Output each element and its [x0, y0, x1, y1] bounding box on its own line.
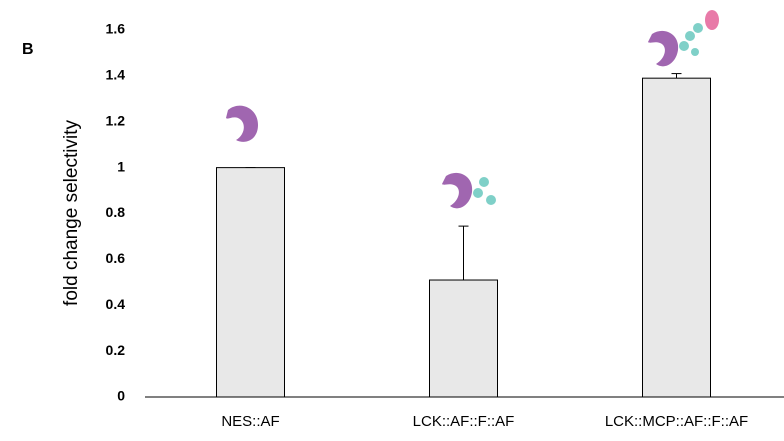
page: B fold change selectivity 0 0.2 0.4 0.6 0.8 1…	[0, 0, 784, 441]
x-tick-label: NES::AF	[221, 413, 279, 430]
x-tick-label: LCK::AF::F::AF	[413, 413, 515, 430]
y-tick-label: 1	[117, 158, 125, 174]
y-tick-label: 1.4	[106, 67, 126, 83]
icon	[685, 31, 695, 41]
icon	[691, 48, 699, 56]
icon	[693, 23, 703, 33]
icon	[705, 10, 719, 30]
chart: B fold change selectivity 0 0.2 0.4 0.6 0.8 1…	[0, 0, 784, 441]
x-tick-label: LCK::MCP::AF::F::AF	[605, 413, 748, 430]
icon	[648, 31, 678, 66]
y-tick-label: 1.2	[106, 112, 126, 128]
bar	[643, 78, 711, 397]
icon	[473, 188, 483, 198]
y-tick-label: 0.2	[106, 342, 126, 358]
bar	[217, 168, 285, 397]
y-tick-label: 0.4	[106, 296, 126, 312]
y-tick-label: 0	[117, 388, 125, 404]
y-axis-label: fold change selectivity	[61, 120, 82, 306]
icon	[442, 173, 472, 208]
bar	[430, 280, 498, 397]
y-tick-label: 0.8	[106, 204, 126, 220]
icon-nes	[226, 106, 258, 142]
icon-lck-mcp	[648, 10, 719, 66]
icon	[486, 195, 496, 205]
icon	[679, 41, 689, 51]
panel-label: B	[22, 41, 34, 58]
icon-lck	[442, 173, 496, 208]
y-tick-label: 1.6	[106, 21, 126, 37]
icon	[226, 106, 258, 142]
y-tick-label: 0.6	[106, 250, 126, 266]
icon	[479, 177, 489, 187]
